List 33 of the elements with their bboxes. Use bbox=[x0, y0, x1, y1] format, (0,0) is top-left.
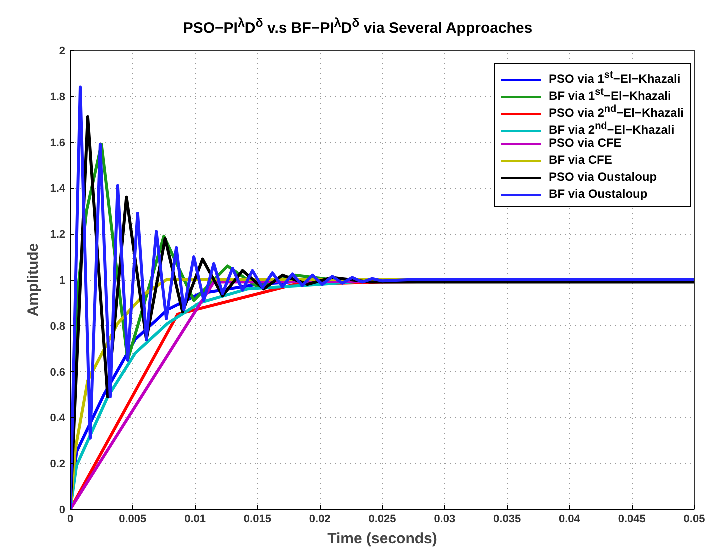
x-tick-label: 0 bbox=[67, 514, 74, 526]
legend-label: BF via 1$^{st}$−El−Khazali bbox=[549, 87, 672, 103]
y-tick-label: 0.2 bbox=[50, 458, 66, 471]
x-tick-label: 0.015 bbox=[244, 514, 272, 526]
legend-label: PSO via Oustaloup bbox=[548, 169, 658, 186]
y-tick-label: 1.2 bbox=[50, 229, 66, 242]
y-tick-label: 0 bbox=[59, 504, 66, 516]
y-tick-label: 0.4 bbox=[50, 412, 66, 425]
x-tick-label: 0.04 bbox=[558, 514, 582, 526]
x-axis-title: Time (seconds) bbox=[328, 530, 438, 548]
chart-title: PSO−PI$^{λ}$D$^{δ}$ v.s BF−PI$^{λ}$D$^{δ}$ via Several Approaches bbox=[183, 16, 533, 37]
legend-label: PSO via CFE bbox=[548, 135, 623, 152]
legend-label: BF via 2$^{nd}$−El−Khazali bbox=[549, 121, 675, 137]
x-tick-label: 0.03 bbox=[434, 514, 456, 526]
y-tick-label: 1.8 bbox=[50, 91, 66, 104]
y-axis-title: Amplitude bbox=[25, 243, 42, 317]
x-tick-label: 0.025 bbox=[368, 514, 396, 526]
legend-label: BF via CFE bbox=[548, 152, 614, 169]
x-tick-label: 0.035 bbox=[494, 514, 522, 526]
y-tick-label: 1.4 bbox=[50, 183, 66, 196]
y-tick-label: 0.6 bbox=[50, 366, 66, 379]
x-tick-label: 0.045 bbox=[618, 514, 646, 526]
legend-label: PSO via 1$^{st}$−El−Khazali bbox=[548, 69, 682, 86]
y-tick-label: 1 bbox=[59, 275, 66, 287]
x-tick-label: 0.005 bbox=[119, 514, 147, 526]
legend-label: BF via Oustaloup bbox=[548, 186, 649, 203]
legend-label: PSO via 2$^{nd}$−El−Khazali bbox=[549, 104, 684, 120]
x-tick-label: 0.02 bbox=[309, 514, 331, 526]
x-tick-label: 0.05 bbox=[684, 514, 706, 526]
x-tick-label: 0.01 bbox=[184, 514, 206, 526]
y-tick-label: 1.6 bbox=[50, 137, 66, 150]
y-tick-label: 2 bbox=[59, 46, 66, 58]
y-tick-label: 0.8 bbox=[50, 320, 66, 333]
